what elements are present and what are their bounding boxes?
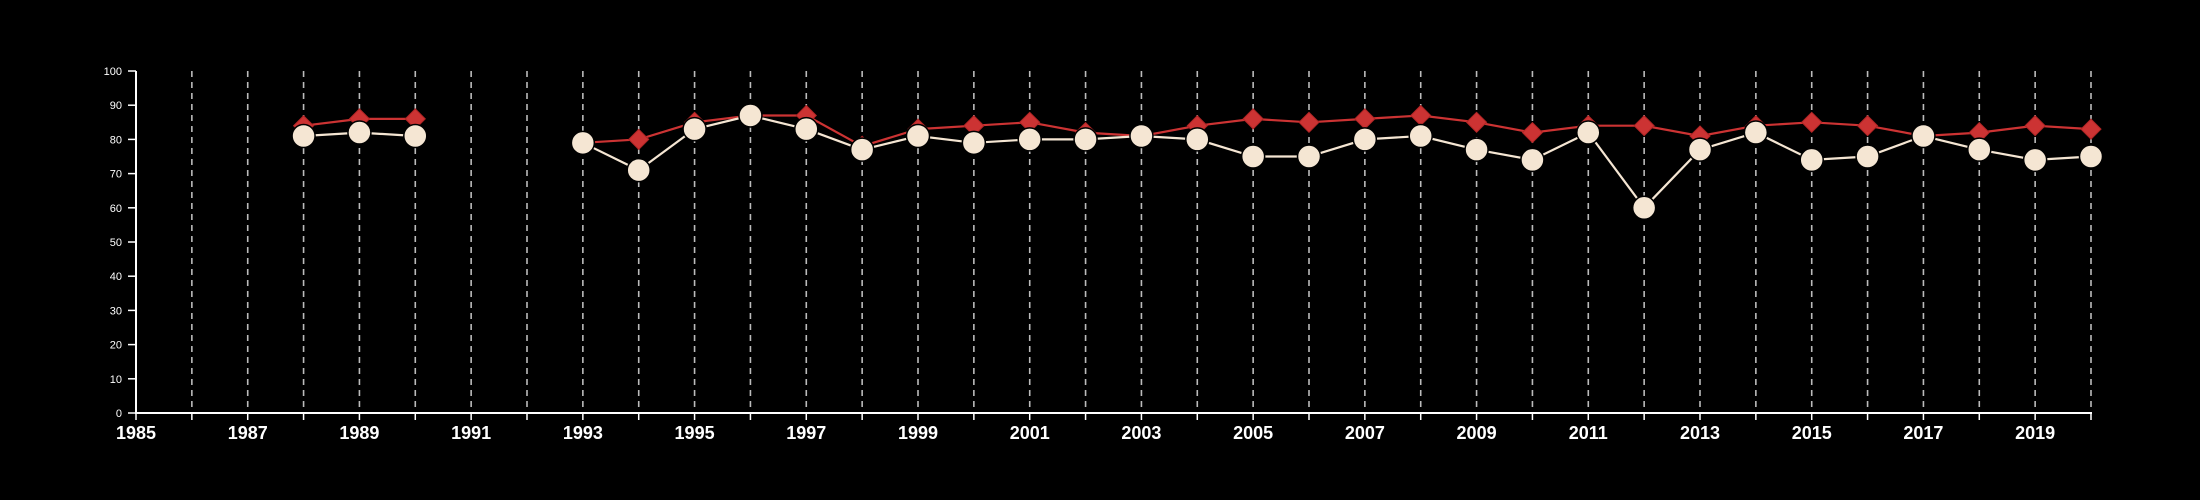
data-point-diamond (1801, 111, 1823, 134)
x-tick-label: 2005 (1233, 423, 1273, 443)
y-tick-label: 90 (110, 100, 122, 112)
data-point-circle (1017, 127, 1042, 152)
x-tick-label: 1993 (563, 423, 603, 443)
data-point-circle (1743, 120, 1769, 145)
x-tick-label: 1989 (339, 423, 379, 443)
data-point-circle (347, 120, 372, 145)
x-tick-label: 2003 (1121, 423, 1161, 443)
data-point-circle (1129, 123, 1154, 149)
series-layer (291, 103, 2104, 221)
data-point-diamond (2024, 115, 2046, 137)
y-tick-label: 20 (110, 340, 122, 352)
data-point-circle (626, 157, 651, 183)
x-tick-label: 1999 (898, 423, 938, 443)
y-tick-label: 0 (116, 408, 122, 420)
data-point-circle (1464, 137, 1489, 162)
data-point-circle (1967, 137, 1992, 162)
data-point-diamond (1410, 104, 1432, 127)
data-point-diamond (1354, 108, 1376, 130)
data-point-circle (682, 116, 707, 142)
y-tick-label: 30 (110, 305, 122, 317)
data-point-circle (1855, 144, 1880, 169)
x-tick-label: 2019 (2015, 423, 2055, 443)
y-tick-label: 100 (104, 66, 122, 78)
data-point-circle (961, 130, 987, 156)
data-point-circle (1296, 144, 1322, 169)
y-tick-label: 60 (110, 203, 122, 215)
data-point-diamond (628, 128, 650, 151)
data-point-diamond (1242, 108, 1264, 130)
data-point-diamond (2080, 118, 2102, 140)
y-tick-label: 50 (110, 237, 122, 249)
series-line (582, 114, 2092, 148)
x-tick-label: 1985 (116, 423, 156, 443)
data-point-diamond (1856, 115, 1879, 137)
x-tick-label: 2013 (1680, 423, 1720, 443)
data-point-circle (905, 123, 931, 149)
data-point-circle (1073, 127, 1098, 152)
data-point-circle (794, 116, 819, 142)
series-2 (291, 103, 2104, 221)
data-point-diamond (1298, 111, 1320, 134)
data-point-circle (403, 123, 428, 149)
data-point-circle (738, 103, 763, 128)
data-point-circle (2078, 144, 2104, 169)
data-point-circle (291, 123, 316, 149)
data-point-diamond (1521, 121, 1544, 144)
x-tick-label: 1997 (786, 423, 826, 443)
y-tick-label: 70 (110, 169, 122, 181)
data-point-circle (570, 130, 596, 156)
data-point-circle (1240, 144, 1266, 169)
data-point-circle (1687, 137, 1713, 162)
data-point-circle (1799, 147, 1824, 173)
data-point-circle (1631, 195, 1657, 221)
x-tick-label: 2017 (1903, 423, 1943, 443)
data-point-circle (1911, 123, 1936, 149)
x-tick-label: 2007 (1345, 423, 1385, 443)
x-tick-label: 1995 (675, 423, 715, 443)
data-point-circle (1520, 147, 1545, 173)
axis-layer: 0 10 20 30 40 50 60 70 80 90 100 1985 1987 1989 1991 19… (104, 66, 2092, 443)
data-point-circle (1352, 127, 1378, 152)
data-point-diamond (1633, 115, 1655, 137)
data-point-circle (2022, 147, 2048, 173)
x-tick-label: 2011 (1569, 423, 1608, 443)
x-tick-label: 2015 (1792, 423, 1832, 443)
data-point-circle (1576, 120, 1601, 145)
data-point-circle (849, 137, 875, 162)
x-tick-label: 1991 (451, 423, 491, 443)
data-point-circle (1408, 123, 1433, 149)
x-tick-label: 2009 (1457, 423, 1497, 443)
x-tick-label: 1987 (228, 423, 268, 443)
y-tick-label: 40 (110, 271, 122, 283)
data-point-diamond (1465, 111, 1488, 134)
data-point-circle (1185, 127, 1210, 152)
x-tick-label: 2001 (1010, 423, 1050, 443)
series-line (582, 114, 2092, 210)
y-tick-label: 80 (110, 134, 122, 146)
y-tick-label: 10 (110, 374, 122, 386)
